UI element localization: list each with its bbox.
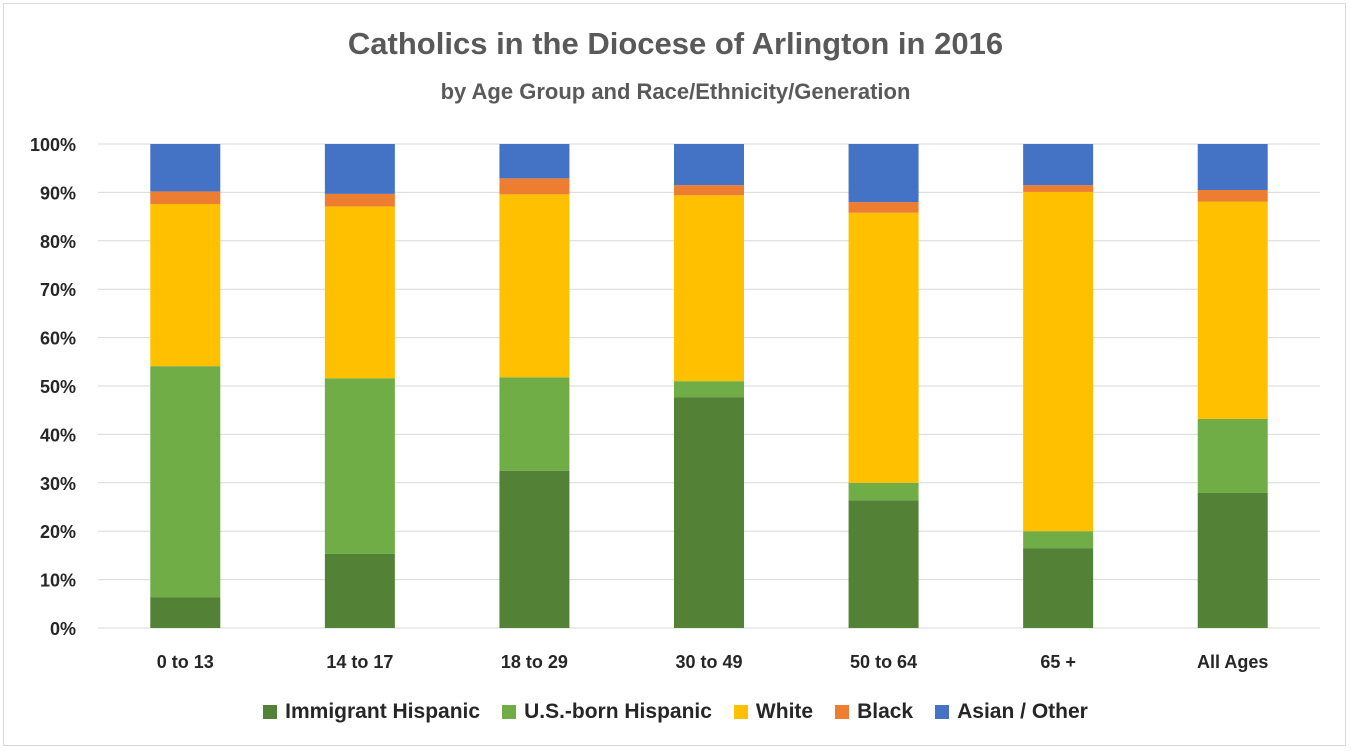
- bar-segment: [499, 194, 570, 378]
- y-tick-label: 20%: [40, 522, 76, 542]
- y-tick-label: 70%: [40, 280, 76, 300]
- bar-segment: [1197, 418, 1268, 493]
- y-tick-label: 60%: [40, 329, 76, 349]
- bar-segment: [324, 144, 395, 194]
- bar-segment: [150, 144, 221, 192]
- x-tick-label: All Ages: [1197, 652, 1268, 672]
- bar-segment: [848, 202, 919, 213]
- bar-segment: [848, 144, 919, 203]
- y-tick-label: 50%: [40, 377, 76, 397]
- bar-segment: [150, 204, 221, 367]
- bar-segment: [1197, 189, 1268, 202]
- y-tick-label: 90%: [40, 183, 76, 203]
- legend-item: Black: [835, 700, 913, 724]
- legend-item: Immigrant Hispanic: [263, 700, 480, 724]
- bar-segment: [150, 597, 221, 628]
- legend-label: White: [755, 700, 814, 723]
- x-tick-label: 18 to 29: [501, 652, 568, 672]
- bar-segment: [1023, 185, 1094, 192]
- bar-segment: [1023, 144, 1094, 186]
- y-tick-label: 30%: [40, 474, 76, 494]
- y-tick-label: 40%: [40, 425, 76, 445]
- y-tick-label: 10%: [40, 571, 76, 591]
- bar-segment: [499, 377, 570, 471]
- legend-item: Asian / Other: [935, 700, 1088, 724]
- x-tick-label: 65 +: [1040, 652, 1076, 672]
- bar-segment: [150, 191, 221, 205]
- legend-swatch: [935, 705, 950, 719]
- legend-swatch: [502, 705, 517, 719]
- bar-segment: [499, 144, 570, 179]
- bar-segment: [674, 144, 744, 186]
- x-tick-label: 14 to 17: [326, 652, 393, 672]
- legend-swatch: [733, 705, 748, 719]
- bar-segment: [150, 366, 221, 598]
- bar-segment: [499, 178, 570, 195]
- bar-segment: [499, 470, 570, 628]
- bar-segment: [324, 378, 395, 554]
- legend-item: White: [733, 700, 814, 724]
- legend-swatch: [835, 705, 850, 719]
- x-tick-label: 50 to 64: [850, 652, 917, 672]
- bar-segment: [848, 212, 919, 483]
- legend: Immigrant Hispanic U.S.-born Hispanic Whit…: [0, 700, 1351, 724]
- bar-segment: [324, 193, 395, 207]
- bar-segment: [1197, 492, 1268, 628]
- bar-segment: [1197, 201, 1268, 419]
- bar-segment: [1023, 531, 1094, 549]
- bar-segment: [1197, 144, 1268, 190]
- y-tick-label: 0%: [50, 619, 76, 639]
- legend-label: Immigrant Hispanic: [285, 700, 481, 723]
- legend-label: Asian / Other: [957, 700, 1088, 723]
- x-tick-label: 0 to 13: [157, 652, 214, 672]
- bar-segment: [1023, 191, 1094, 532]
- chart-title: Catholics in the Diocese of Arlington in…: [347, 26, 1004, 61]
- legend-item: U.S.-born Hispanic: [502, 700, 712, 724]
- y-tick-label: 100%: [30, 135, 76, 155]
- y-tick-label: 80%: [40, 232, 76, 252]
- legend-label: U.S.-born Hispanic: [524, 700, 712, 723]
- bar-segment: [848, 500, 919, 628]
- bar-segment: [674, 397, 744, 628]
- legend-swatch: [263, 705, 278, 719]
- x-tick-label: 30 to 49: [675, 652, 742, 672]
- bar-segment: [674, 381, 744, 398]
- bar-segment: [324, 553, 395, 628]
- chart-subtitle: by Age Group and Race/Ethnicity/Generati…: [440, 79, 911, 104]
- bar-segment: [674, 195, 744, 382]
- bar-segment: [674, 185, 744, 196]
- bar-segment: [848, 482, 919, 501]
- bar-segment: [1023, 548, 1094, 628]
- bar-segment: [324, 206, 395, 379]
- legend-label: Black: [857, 700, 914, 723]
